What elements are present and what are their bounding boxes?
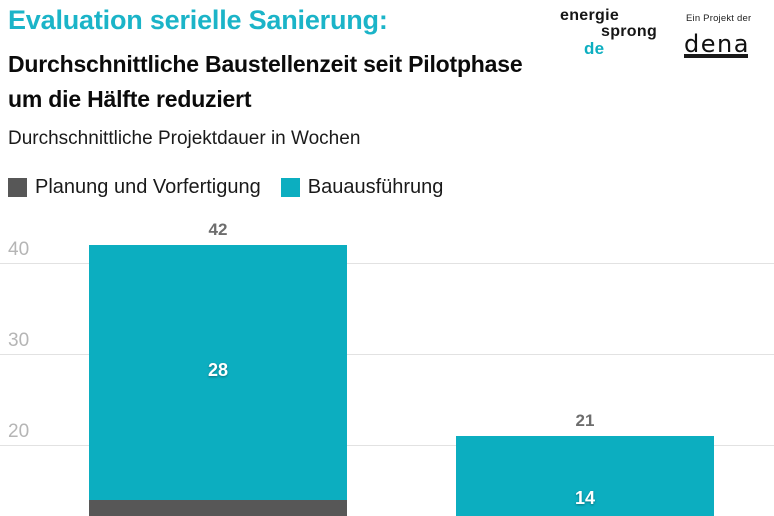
y-tick-label-30: 30 [8, 330, 30, 351]
bar-0-inner-label: 28 [207, 360, 229, 381]
page-title-line3: um die Hälfte reduziert [8, 86, 252, 112]
energiesprong-logo-word3: de [584, 39, 605, 58]
y-tick-label-20: 20 [8, 421, 30, 442]
energiesprong-logo-word1: energie [560, 7, 620, 24]
gridline-40 [0, 263, 774, 264]
legend-swatch-icon [8, 178, 27, 197]
bar-0-segment-planung [89, 499, 347, 516]
bar-1-inner-label: 14 [574, 487, 596, 508]
bar-0-segment-bauausfuehrung [89, 244, 347, 500]
page-title-highlight: Evaluation serielle Sanierung: [8, 5, 388, 35]
chart-title: Durchschnittliche Projektdauer in Wochen [8, 128, 361, 149]
legend-swatch-icon [280, 178, 300, 197]
dena-logo-wordmark: dena [684, 30, 750, 58]
energiesprong-logo-word2: sprong [601, 23, 658, 40]
gridline-20 [0, 445, 774, 446]
gridline-30 [0, 354, 774, 355]
dena-logo-underline [684, 54, 748, 58]
legend-item-0: Planung und Vorfertigung [8, 176, 261, 199]
chart-legend: Planung und Vorfertigung Bauausführung [8, 176, 443, 199]
legend-label: Planung und Vorfertigung [35, 176, 261, 198]
bar-0-total-label: 42 [208, 219, 228, 239]
bar-1-segment-bauausfuehrung [456, 435, 714, 516]
y-tick-label-40: 40 [8, 239, 30, 260]
legend-item-1: Bauausführung [280, 176, 444, 199]
legend-label: Bauausführung [307, 176, 444, 198]
bar-1-total-label: 21 [575, 410, 595, 430]
dena-logo-tagline: Ein Projekt der [686, 13, 752, 24]
page-title-line2: Durchschnittliche Baustellenzeit seit Pi… [8, 51, 523, 77]
